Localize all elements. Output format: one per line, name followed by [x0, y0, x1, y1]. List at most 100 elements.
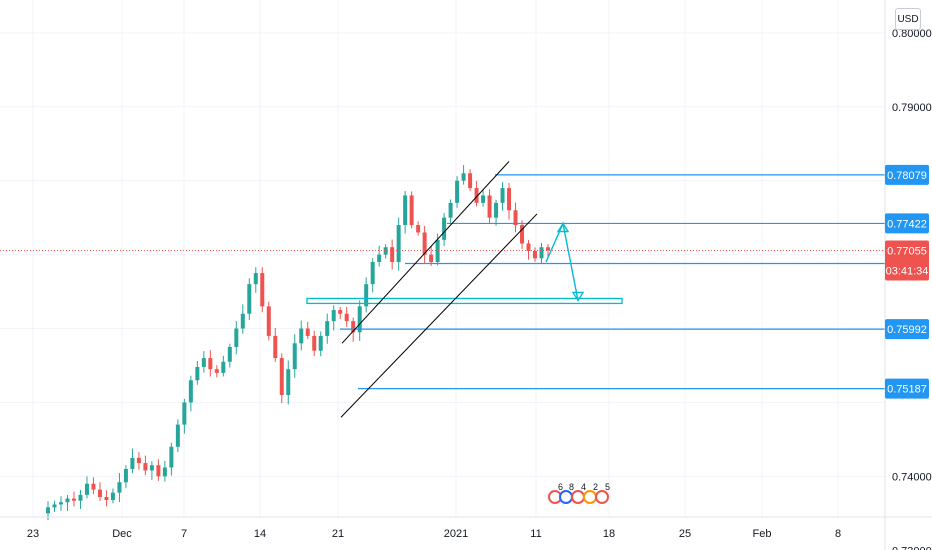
candle-body	[123, 468, 128, 483]
candle-body	[344, 313, 349, 322]
candle-body	[487, 195, 492, 218]
candle-body	[422, 232, 427, 255]
candle-body	[318, 335, 323, 351]
candle-body	[221, 361, 226, 373]
candles	[46, 165, 550, 520]
candle-body	[52, 504, 57, 508]
event-number: 2	[593, 482, 598, 492]
candle-body	[396, 225, 401, 262]
x-tick-label: 18	[603, 528, 615, 540]
y-tick-label: 0.73000	[892, 545, 932, 550]
candle-body	[84, 483, 89, 495]
x-tick-label: Feb	[753, 528, 772, 540]
event-number: 6	[558, 482, 563, 492]
candle-body	[136, 457, 141, 464]
candle-body	[331, 310, 336, 322]
event-flag-icon	[583, 490, 597, 504]
x-tick-label: 23	[27, 528, 39, 540]
channel-upper	[341, 161, 510, 344]
y-tick-label: 0.79000	[892, 102, 932, 114]
candle-body	[227, 347, 232, 362]
candle-body	[162, 467, 167, 477]
candle-body	[292, 343, 297, 370]
candle-body	[46, 507, 50, 514]
candle-body	[175, 424, 180, 447]
candle-body	[234, 328, 239, 347]
candle-body	[273, 335, 278, 359]
candle-body	[500, 188, 505, 203]
arrow-down-icon	[571, 291, 585, 302]
candle-body	[117, 482, 122, 493]
candle-body	[357, 306, 362, 333]
x-tick-label: Dec	[112, 528, 132, 540]
candle-body	[448, 202, 453, 218]
event-flag-icon	[595, 490, 609, 504]
candle-body	[97, 489, 102, 498]
candle-body	[201, 358, 206, 367]
candle-body	[377, 254, 382, 262]
candle-body	[169, 446, 174, 468]
candle-body	[481, 195, 486, 203]
candle-body	[403, 195, 408, 226]
candle-body	[520, 225, 525, 244]
candle-body	[390, 247, 395, 262]
arrow-up-icon	[556, 222, 570, 233]
grid	[0, 0, 885, 517]
event-number: 5	[605, 482, 610, 492]
level-tag	[885, 319, 929, 340]
candle-body	[526, 243, 531, 251]
candle-body	[247, 284, 252, 314]
candle-body	[351, 321, 356, 333]
candle-body	[195, 366, 200, 381]
candle-body	[494, 202, 499, 218]
y-tick-label: 0.80000	[892, 28, 932, 40]
candle-body	[468, 173, 473, 189]
candle-body	[383, 247, 388, 255]
candle-body	[286, 369, 291, 396]
currency-label[interactable]: USD	[895, 8, 921, 30]
x-tick-label: 14	[254, 528, 266, 540]
candle-body	[149, 465, 154, 471]
candle-body	[182, 402, 187, 425]
event-number: 8	[569, 482, 574, 492]
event-flag-icon	[559, 490, 573, 504]
candle-body	[370, 262, 375, 285]
candle-body	[325, 321, 330, 336]
level-tag-label: 0.77422	[887, 218, 927, 230]
candle-body	[110, 492, 115, 500]
candle-body	[442, 217, 447, 240]
current-price-label: 0.77055	[887, 246, 927, 258]
projection-path	[545, 221, 579, 301]
support-zone	[306, 297, 623, 305]
candle-body	[364, 284, 369, 307]
candle-body	[58, 502, 63, 505]
countdown-label: 03:41:34	[886, 266, 929, 278]
x-tick-label: 2021	[444, 528, 468, 540]
event-flag-icon	[571, 490, 585, 504]
current-price-tag	[885, 240, 929, 281]
candle-body	[156, 465, 161, 477]
y-tick-label: 0.74000	[892, 471, 932, 483]
candle-body	[130, 457, 135, 469]
event-number: 4	[581, 482, 586, 492]
candle-body	[338, 310, 343, 314]
candle-body	[260, 273, 265, 307]
level-tag	[885, 378, 929, 399]
candle-body	[104, 497, 109, 500]
candle-body	[214, 369, 219, 373]
level-tag-label: 0.75992	[887, 324, 927, 336]
candle-body	[71, 498, 76, 501]
candle-body	[78, 494, 83, 501]
candle-body	[546, 247, 550, 251]
candle-body	[312, 335, 317, 351]
candle-body	[305, 328, 310, 336]
level-tag	[885, 164, 929, 185]
candle-body	[513, 210, 518, 226]
level-tag-label: 0.78079	[887, 170, 927, 182]
x-tick-label: 8	[835, 528, 841, 540]
candle-body	[299, 328, 304, 344]
candle-body	[240, 313, 245, 329]
